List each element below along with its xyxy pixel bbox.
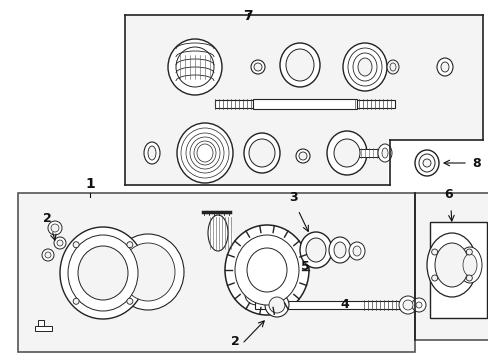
Bar <box>18 193 414 352</box>
Text: 5: 5 <box>301 261 309 274</box>
Text: 6: 6 <box>444 188 452 201</box>
Ellipse shape <box>143 142 160 164</box>
Ellipse shape <box>194 141 216 165</box>
Ellipse shape <box>389 63 395 71</box>
Ellipse shape <box>266 287 286 303</box>
Circle shape <box>431 249 437 255</box>
Bar <box>358 149 381 157</box>
Ellipse shape <box>250 60 264 74</box>
Ellipse shape <box>207 215 227 251</box>
Ellipse shape <box>248 139 274 167</box>
Ellipse shape <box>244 133 280 173</box>
Circle shape <box>73 298 79 304</box>
Circle shape <box>57 240 63 246</box>
Bar <box>125 15 482 185</box>
Circle shape <box>126 242 133 248</box>
Ellipse shape <box>112 234 183 310</box>
Ellipse shape <box>305 238 325 262</box>
Ellipse shape <box>244 285 268 305</box>
Ellipse shape <box>168 39 222 95</box>
Ellipse shape <box>381 148 387 158</box>
Circle shape <box>431 275 437 281</box>
Bar <box>215 100 394 108</box>
Ellipse shape <box>434 243 468 287</box>
Bar <box>414 193 488 340</box>
Ellipse shape <box>352 246 360 256</box>
Circle shape <box>45 252 51 258</box>
Text: 3: 3 <box>289 191 298 204</box>
Ellipse shape <box>295 149 309 163</box>
Circle shape <box>402 300 412 310</box>
Ellipse shape <box>357 58 371 76</box>
Circle shape <box>411 298 425 312</box>
Ellipse shape <box>224 225 308 315</box>
Ellipse shape <box>253 63 262 71</box>
Ellipse shape <box>78 246 128 300</box>
Circle shape <box>466 275 471 281</box>
Circle shape <box>54 237 66 249</box>
Text: 2: 2 <box>230 335 239 348</box>
Text: 4: 4 <box>339 298 348 311</box>
Ellipse shape <box>299 232 331 268</box>
Ellipse shape <box>60 227 146 319</box>
Ellipse shape <box>121 243 175 301</box>
Ellipse shape <box>185 133 224 173</box>
Bar <box>38 320 44 326</box>
Ellipse shape <box>333 242 346 258</box>
Ellipse shape <box>347 48 381 86</box>
Bar <box>35 326 52 331</box>
Ellipse shape <box>326 131 366 175</box>
Ellipse shape <box>414 150 438 176</box>
Ellipse shape <box>440 62 448 72</box>
Ellipse shape <box>342 43 386 91</box>
Ellipse shape <box>462 254 476 276</box>
Ellipse shape <box>235 235 298 305</box>
Text: 2: 2 <box>42 212 51 225</box>
Ellipse shape <box>246 248 286 292</box>
Ellipse shape <box>422 159 430 167</box>
Ellipse shape <box>68 235 138 311</box>
Bar <box>387 140 488 190</box>
Ellipse shape <box>148 146 156 160</box>
Ellipse shape <box>197 144 213 162</box>
Circle shape <box>415 302 421 308</box>
Circle shape <box>48 221 62 235</box>
Ellipse shape <box>264 293 288 317</box>
Bar <box>429 222 486 318</box>
Circle shape <box>126 298 133 304</box>
Ellipse shape <box>377 144 391 162</box>
Circle shape <box>51 224 59 232</box>
Ellipse shape <box>285 49 313 81</box>
Ellipse shape <box>177 123 232 183</box>
Bar <box>252 99 356 109</box>
Ellipse shape <box>418 154 434 172</box>
Ellipse shape <box>181 128 228 178</box>
Polygon shape <box>209 215 236 251</box>
Circle shape <box>73 242 79 248</box>
Text: 8: 8 <box>471 157 480 170</box>
Ellipse shape <box>386 60 398 74</box>
Ellipse shape <box>298 152 306 160</box>
Ellipse shape <box>457 247 481 283</box>
Ellipse shape <box>426 233 476 297</box>
Circle shape <box>398 296 416 314</box>
Circle shape <box>466 249 471 255</box>
Ellipse shape <box>176 47 214 87</box>
Ellipse shape <box>280 43 319 87</box>
Text: 1: 1 <box>85 177 95 191</box>
Bar <box>254 301 399 309</box>
Text: 7: 7 <box>243 9 252 23</box>
Circle shape <box>42 249 54 261</box>
Ellipse shape <box>190 137 220 169</box>
Ellipse shape <box>268 297 285 313</box>
Ellipse shape <box>333 139 359 167</box>
Ellipse shape <box>328 237 350 263</box>
Ellipse shape <box>348 242 364 260</box>
Ellipse shape <box>436 58 452 76</box>
Ellipse shape <box>352 53 376 81</box>
